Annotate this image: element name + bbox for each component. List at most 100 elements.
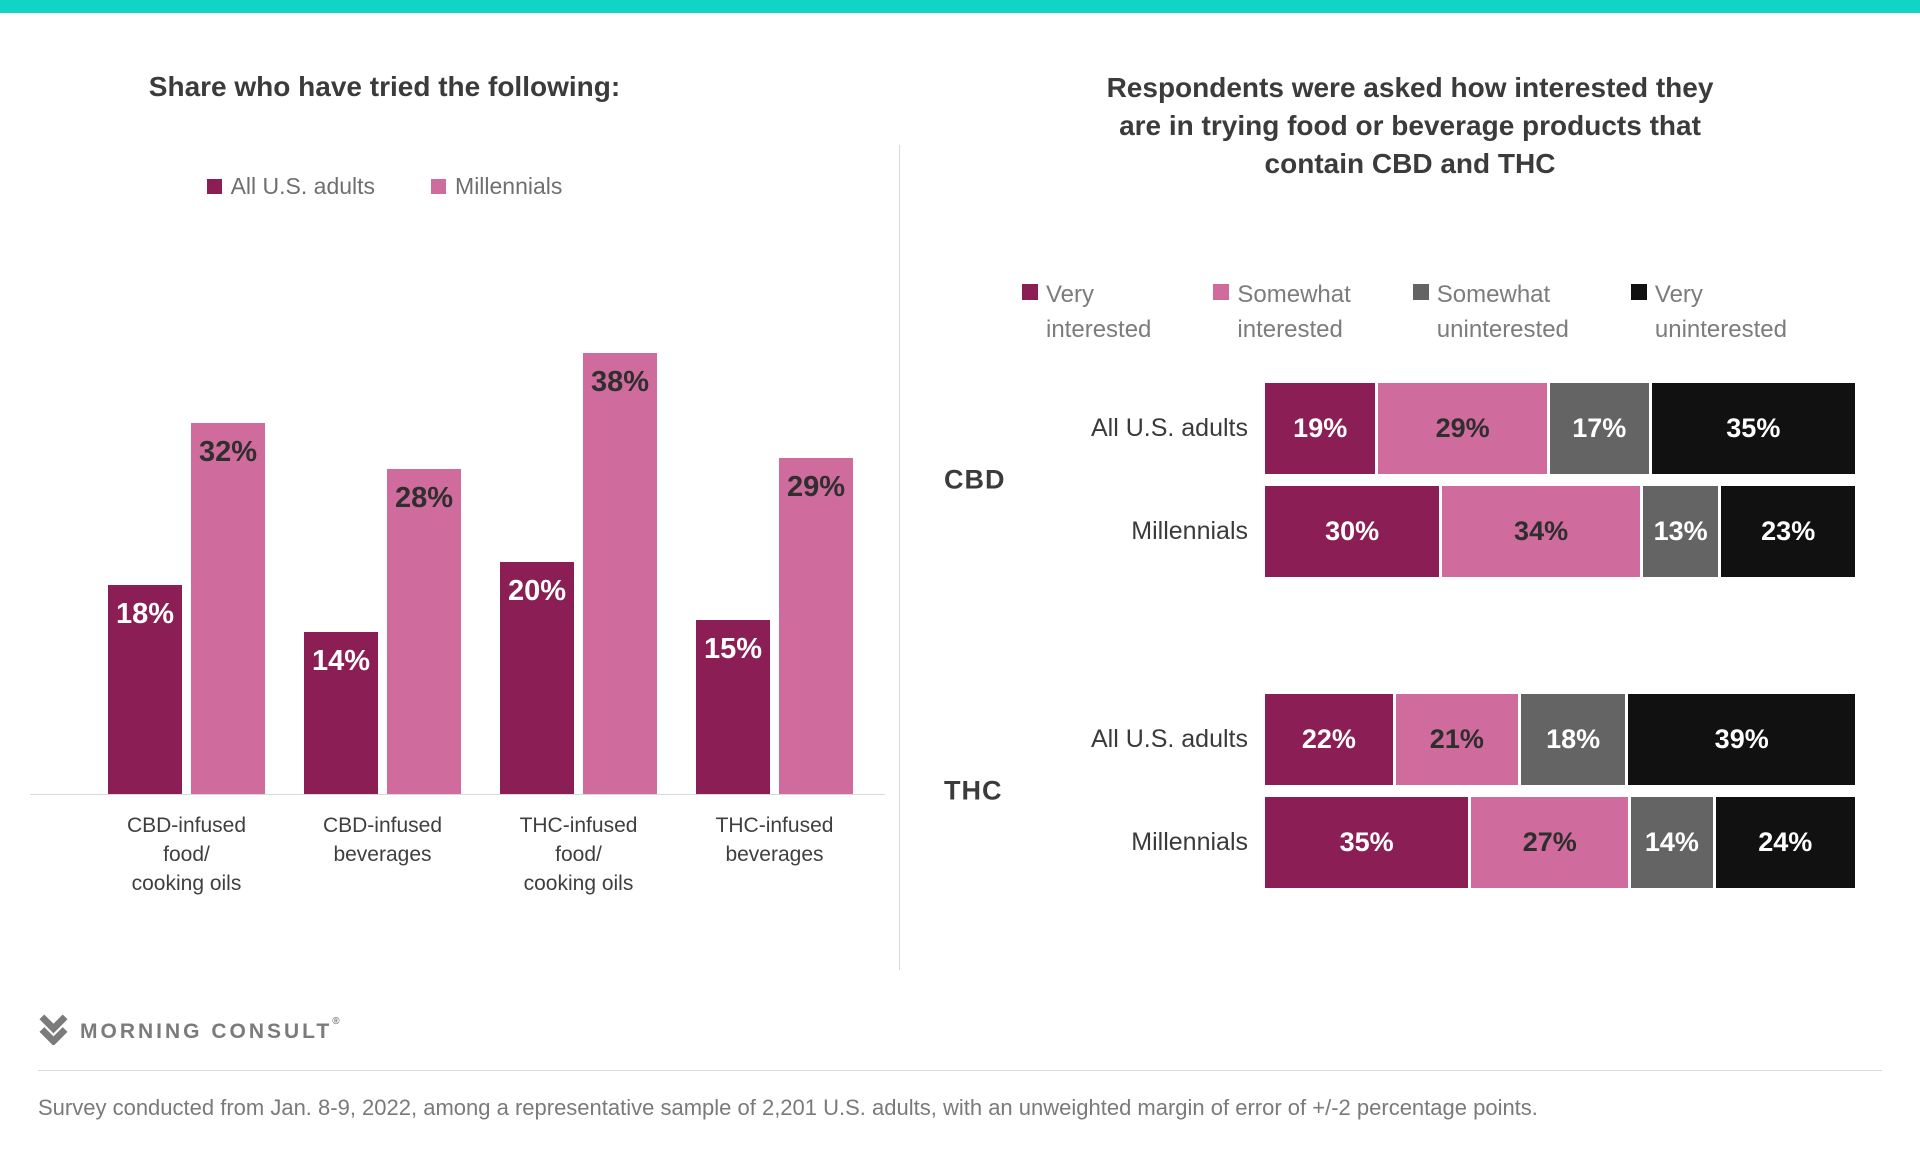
bar-value-label: 38%: [590, 366, 650, 398]
segment-value-label: 22%: [1301, 724, 1356, 754]
segment-very-interested: 19%: [1265, 383, 1376, 474]
bar-value-label: 29%: [786, 471, 846, 503]
legend-swatch-all-u-s-adults: [206, 179, 222, 194]
segment-value-label: 23%: [1761, 516, 1816, 546]
stack-group-cbd: CBD All U.S. adults 19% 29% 17% 35% Millennial…: [900, 383, 1920, 577]
segment-value-label: 29%: [1435, 413, 1490, 443]
legend-swatch-very-interested: [1022, 284, 1038, 300]
morning-consult-logo: MORNING CONSULT®: [38, 1014, 1882, 1045]
right-chart-legend: Very interested Somewhat interested Somewhat…: [900, 277, 1920, 347]
survey-methodology-note: Survey conducted from Jan. 8-9, 2022, am…: [38, 1095, 1538, 1120]
row-label-millennials: Millennials: [1131, 828, 1248, 856]
bar-value-label: 20%: [507, 575, 567, 607]
stack-bar-cbd-all-u-s-adults: 19% 29% 17% 35%: [1265, 383, 1855, 474]
legend-item-all-u-s-adults: All U.S. adults: [206, 173, 376, 200]
x-axis-category-labels: CBD-infused food/cooking oils CBD-infused b…: [30, 811, 885, 898]
segment-very-interested: 35%: [1265, 797, 1469, 888]
legend-swatch-somewhat-interested: [1213, 284, 1230, 300]
segment-value-label: 34%: [1514, 516, 1569, 546]
bar-all-u-s-adults: 15%: [696, 620, 770, 794]
legend-label-somewhat-interested: Somewhat interested: [1237, 281, 1351, 343]
stack-row-thc-millennials: Millennials 35% 27% 14% 24%: [900, 797, 1920, 888]
group-label-cbd: CBD: [944, 464, 1006, 495]
stacked-bar-chart: CBD All U.S. adults 19% 29% 17% 35% Millennial…: [900, 383, 1920, 888]
legend-item-somewhat-interested: Somewhat interested: [1213, 277, 1351, 347]
segment-value-label: 21%: [1429, 724, 1484, 754]
logo-wordmark: MORNING CONSULT®: [80, 1015, 343, 1043]
category-label-thc-infused-beverages: THC-infused beverages: [715, 814, 834, 866]
segment-very-uninterested: 24%: [1715, 797, 1855, 888]
stack-row-cbd-all-u-s-adults: All U.S. adults 19% 29% 17% 35%: [900, 383, 1920, 474]
segment-very-interested: 22%: [1265, 694, 1393, 785]
category-label-cbd-infused-beverages: CBD-infused beverages: [322, 814, 443, 866]
grouped-bar-chart: 18% 32% 14% 28% 20% 38% 15% 29%: [30, 350, 885, 795]
bar-value-label: 18%: [115, 598, 175, 630]
panel-divider: [899, 145, 900, 970]
bar-group-thc-infused-food-cooking-oils: 20% 38%: [500, 353, 657, 794]
left-chart-title: Share who have tried the following:: [148, 71, 621, 102]
legend-label-all-u-s-adults: All U.S. adults: [230, 173, 376, 199]
right-chart-title: Respondents were asked how interested th…: [900, 69, 1920, 183]
segment-very-uninterested: 23%: [1721, 486, 1855, 577]
category-label-thc-infused-food-cooking-oils: THC-infused food/cooking oils: [519, 814, 638, 895]
bar-group-thc-infused-beverages: 15% 29%: [696, 458, 853, 794]
bar-value-label: 15%: [703, 633, 763, 665]
legend-label-somewhat-uninterested: Somewhat uninterested: [1436, 281, 1569, 343]
segment-value-label: 14%: [1644, 827, 1699, 857]
bar-all-u-s-adults: 18%: [108, 585, 182, 794]
segment-value-label: 27%: [1522, 827, 1577, 857]
stack-group-thc: THC All U.S. adults 22% 21% 18% 39% Millennial…: [900, 694, 1920, 888]
segment-value-label: 17%: [1572, 413, 1627, 443]
segment-somewhat-uninterested: 18%: [1520, 694, 1626, 785]
bar-all-u-s-adults: 20%: [500, 562, 574, 794]
brand-accent-bar: [0, 0, 1920, 13]
stack-bar-thc-millennials: 35% 27% 14% 24%: [1265, 797, 1855, 888]
legend-label-very-uninterested: Very uninterested: [1654, 281, 1787, 343]
bar-value-label: 28%: [394, 482, 454, 514]
segment-somewhat-interested: 21%: [1395, 694, 1518, 785]
left-chart-legend: All U.S. adults Millennials: [0, 173, 769, 200]
legend-label-millennials: Millennials: [455, 173, 563, 199]
left-chart-header: Share who have tried the following: All …: [0, 69, 899, 200]
legend-swatch-millennials: [431, 179, 447, 194]
segment-value-label: 39%: [1714, 724, 1769, 754]
segment-value-label: 24%: [1758, 827, 1813, 857]
row-label-all-u-s-adults: All U.S. adults: [1090, 414, 1248, 442]
legend-item-millennials: Millennials: [431, 173, 562, 200]
segment-value-label: 13%: [1653, 516, 1708, 546]
segment-somewhat-uninterested: 13%: [1642, 486, 1719, 577]
row-label-millennials: Millennials: [1131, 517, 1248, 545]
category-label-cbd-infused-food-cooking-oils: CBD-infused food/cooking oils: [126, 814, 247, 895]
right-title-line: are in trying food or beverage products …: [1119, 110, 1701, 141]
legend-label-very-interested: Very interested: [1046, 281, 1152, 343]
bar-millennials: 28%: [387, 469, 461, 794]
right-title-line: Respondents were asked how interested th…: [1106, 72, 1714, 103]
legend-item-very-interested: Very interested: [1022, 277, 1151, 347]
bar-group-cbd-infused-food-cooking-oils: 18% 32%: [108, 423, 265, 794]
row-label-all-u-s-adults: All U.S. adults: [1090, 725, 1248, 753]
segment-somewhat-uninterested: 14%: [1631, 797, 1713, 888]
registered-mark: ®: [332, 1015, 343, 1027]
bar-group-cbd-infused-beverages: 14% 28%: [304, 469, 461, 794]
bar-value-label: 32%: [198, 436, 258, 468]
stack-row-thc-all-u-s-adults: All U.S. adults 22% 21% 18% 39%: [900, 694, 1920, 785]
bar-millennials: 38%: [583, 353, 657, 794]
morning-consult-m-icon: [39, 1014, 68, 1045]
stack-row-cbd-millennials: Millennials 30% 34% 13% 23%: [900, 486, 1920, 577]
bar-millennials: 29%: [779, 458, 853, 794]
segment-very-uninterested: 35%: [1651, 383, 1855, 474]
segment-very-interested: 30%: [1265, 486, 1440, 577]
legend-swatch-very-uninterested: [1630, 284, 1647, 300]
right-title-line: contain CBD and THC: [1264, 148, 1556, 179]
tried-share-chart-panel: Share who have tried the following: All …: [0, 13, 899, 988]
segment-value-label: 35%: [1339, 827, 1394, 857]
segment-somewhat-interested: 29%: [1378, 383, 1547, 474]
stack-bar-cbd-millennials: 30% 34% 13% 23%: [1265, 486, 1855, 577]
segment-value-label: 19%: [1293, 413, 1348, 443]
group-label-thc: THC: [944, 775, 1003, 806]
segment-value-label: 35%: [1726, 413, 1781, 443]
legend-item-very-uninterested: Very uninterested: [1630, 277, 1787, 347]
segment-value-label: 30%: [1325, 516, 1380, 546]
segment-very-uninterested: 39%: [1628, 694, 1855, 785]
